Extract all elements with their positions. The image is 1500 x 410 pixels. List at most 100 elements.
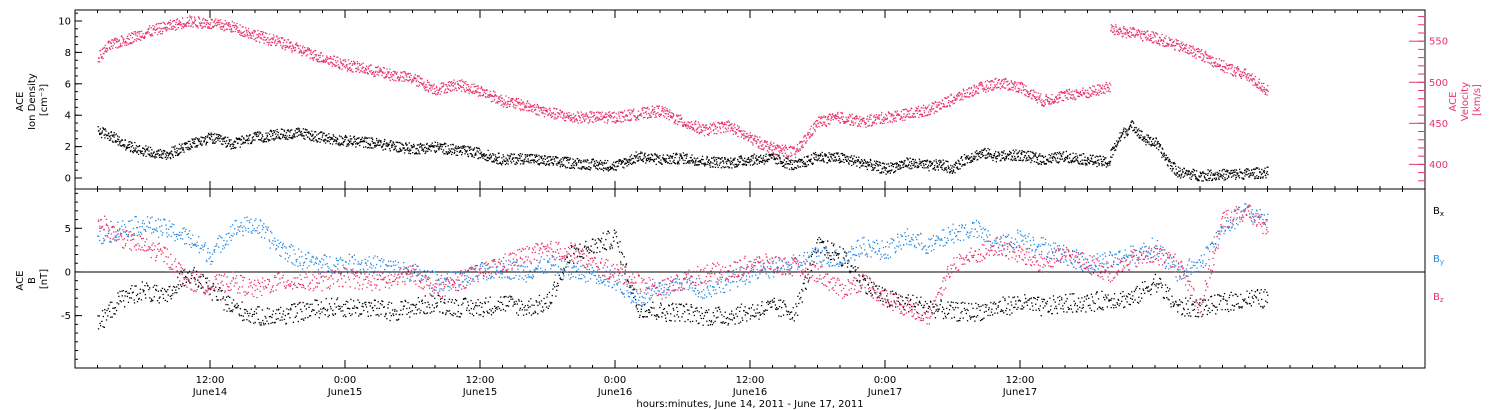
velocity-point bbox=[483, 89, 485, 91]
density-point bbox=[1218, 178, 1220, 181]
density-point bbox=[451, 151, 453, 153]
density-point bbox=[860, 161, 862, 163]
velocity-point bbox=[653, 107, 656, 109]
density-point bbox=[838, 157, 841, 160]
density-point bbox=[812, 163, 814, 165]
velocity-point bbox=[114, 37, 116, 39]
velocity-point bbox=[278, 37, 280, 39]
velocity-point bbox=[739, 130, 742, 132]
velocity-point bbox=[262, 33, 264, 35]
density-point bbox=[1234, 169, 1236, 171]
velocity-point bbox=[110, 41, 112, 43]
density-point bbox=[1060, 154, 1062, 156]
density-point bbox=[1152, 144, 1154, 146]
density-point bbox=[602, 170, 605, 172]
density-point bbox=[588, 168, 591, 171]
velocity-point bbox=[598, 112, 600, 114]
velocity-point bbox=[829, 114, 832, 116]
density-point bbox=[907, 158, 909, 160]
velocity-point bbox=[881, 111, 883, 114]
density-point bbox=[399, 150, 401, 152]
density-point bbox=[1042, 155, 1044, 157]
density-point bbox=[683, 162, 685, 165]
velocity-point bbox=[602, 117, 604, 119]
velocity-point bbox=[140, 39, 142, 41]
density-point bbox=[883, 163, 886, 165]
velocity-point bbox=[554, 116, 556, 118]
density-point bbox=[398, 151, 400, 153]
density-point bbox=[657, 156, 659, 158]
density-point bbox=[628, 158, 631, 160]
velocity-point bbox=[580, 111, 582, 113]
density-point bbox=[1058, 151, 1061, 153]
density-point bbox=[395, 141, 397, 143]
velocity-point bbox=[139, 31, 141, 33]
density-point bbox=[1126, 133, 1129, 135]
velocity-point bbox=[367, 67, 369, 69]
velocity-point bbox=[240, 31, 242, 33]
velocity-point bbox=[664, 106, 666, 109]
density-point bbox=[535, 155, 537, 157]
density-point bbox=[650, 153, 652, 155]
velocity-point bbox=[698, 126, 700, 128]
density-point bbox=[353, 136, 355, 138]
velocity-point bbox=[281, 46, 283, 48]
velocity-point bbox=[775, 148, 777, 150]
density-point bbox=[885, 173, 887, 175]
density-point bbox=[396, 151, 398, 153]
density-point bbox=[315, 139, 318, 141]
velocity-point bbox=[720, 132, 722, 134]
velocity-point bbox=[693, 129, 695, 131]
density-point bbox=[731, 167, 733, 169]
density-point bbox=[632, 162, 634, 164]
density-point bbox=[1181, 169, 1184, 171]
velocity-point bbox=[743, 135, 745, 137]
velocity-point bbox=[475, 92, 477, 94]
density-point bbox=[693, 161, 695, 163]
density-point bbox=[828, 160, 830, 162]
density-point bbox=[332, 138, 334, 140]
density-point bbox=[914, 166, 916, 168]
density-point bbox=[753, 153, 755, 155]
density-point bbox=[123, 144, 125, 146]
velocity-point bbox=[737, 127, 740, 129]
velocity-point bbox=[308, 48, 310, 50]
density-point bbox=[769, 155, 771, 157]
density-point bbox=[874, 164, 877, 167]
velocity-point bbox=[397, 79, 400, 81]
density-point bbox=[236, 138, 238, 140]
velocity-point bbox=[774, 146, 777, 149]
density-point bbox=[708, 159, 710, 161]
density-point bbox=[806, 160, 808, 163]
density-point bbox=[304, 131, 307, 134]
velocity-point bbox=[447, 81, 449, 83]
velocity-point bbox=[213, 26, 215, 28]
density-point bbox=[886, 170, 888, 172]
density-point bbox=[471, 155, 474, 157]
velocity-point bbox=[644, 111, 647, 114]
velocity-point bbox=[331, 62, 333, 64]
density-point bbox=[678, 163, 680, 165]
density-point bbox=[374, 146, 376, 148]
velocity-point bbox=[285, 46, 287, 48]
density-point bbox=[1258, 176, 1260, 178]
density-point bbox=[730, 160, 732, 162]
density-point bbox=[105, 130, 107, 132]
density-point bbox=[1262, 176, 1264, 178]
velocity-point bbox=[640, 112, 642, 115]
velocity-point bbox=[869, 114, 871, 116]
density-point bbox=[570, 167, 572, 169]
density-point bbox=[1033, 153, 1035, 155]
density-point bbox=[558, 163, 560, 165]
density-point bbox=[1248, 176, 1251, 178]
velocity-point bbox=[111, 39, 113, 41]
velocity-point bbox=[216, 22, 218, 24]
density-point bbox=[488, 154, 491, 157]
velocity-point bbox=[507, 100, 510, 102]
velocity-point bbox=[117, 47, 119, 49]
velocity-point bbox=[450, 90, 452, 92]
velocity-point bbox=[565, 116, 568, 118]
density-point bbox=[646, 157, 648, 160]
density-point bbox=[935, 159, 937, 161]
velocity-point bbox=[129, 43, 131, 45]
